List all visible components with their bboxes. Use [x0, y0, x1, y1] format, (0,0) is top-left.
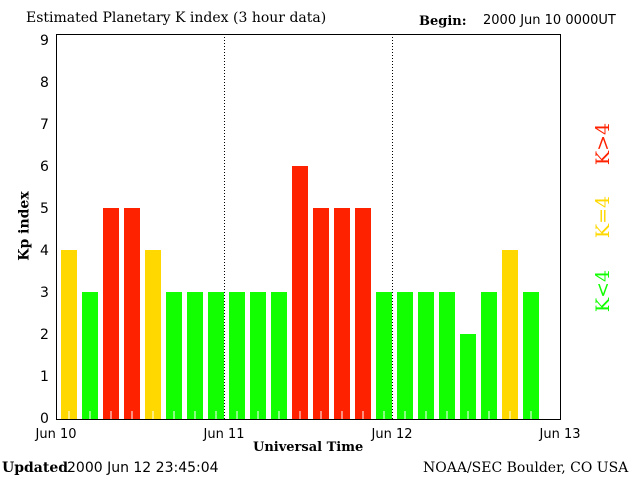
x-tick-label: Jun 11	[203, 427, 245, 442]
y-tick-label: 7	[40, 117, 49, 133]
y-tick-label: 9	[40, 33, 49, 49]
legend-mid: K=4	[592, 195, 615, 239]
bar	[82, 292, 98, 419]
y-axis-label: Kp index	[16, 191, 33, 261]
bar	[460, 334, 476, 419]
bar	[250, 292, 266, 419]
bar	[61, 250, 77, 419]
y-tick-label: 4	[40, 243, 49, 259]
legend-low: K<4	[592, 269, 615, 313]
bar	[187, 292, 203, 419]
x-tick-label: Jun 13	[539, 427, 581, 442]
x-tick-label: Jun 10	[35, 427, 77, 442]
bar	[313, 208, 329, 419]
bar	[418, 292, 434, 419]
bar	[145, 250, 161, 419]
bar	[292, 166, 308, 419]
updated-value: 2000 Jun 12 23:45:04	[67, 460, 219, 476]
y-tick-label: 8	[40, 75, 49, 91]
bar	[355, 208, 371, 419]
chart-title: Estimated Planetary K index (3 hour data…	[26, 10, 327, 26]
source-credit: NOAA/SEC Boulder, CO USA	[423, 460, 629, 476]
bar	[271, 292, 287, 419]
bar	[481, 292, 497, 419]
bar	[166, 292, 182, 419]
y-tick-label: 6	[40, 159, 49, 175]
begin-value: 2000 Jun 10 0000UT	[483, 13, 616, 28]
y-tick-label: 0	[40, 411, 49, 427]
bar	[334, 208, 350, 419]
x-tick-label: Jun 12	[371, 427, 413, 442]
bar	[397, 292, 413, 419]
y-tick-label: 3	[40, 285, 49, 301]
x-axis-label: Universal Time	[253, 440, 364, 455]
bar	[103, 208, 119, 419]
plot-frame	[56, 34, 561, 420]
begin-label: Begin:	[419, 14, 467, 29]
updated-label: Updated	[2, 460, 69, 476]
bar	[208, 292, 224, 419]
legend-high: K>4	[592, 122, 615, 166]
bar	[124, 208, 140, 419]
y-tick-label: 1	[40, 369, 49, 385]
bar	[502, 250, 518, 419]
bar	[376, 292, 392, 419]
bar	[523, 292, 539, 419]
y-tick-label: 2	[40, 327, 49, 343]
y-tick-label: 5	[40, 201, 49, 217]
bar	[229, 292, 245, 419]
bar	[439, 292, 455, 419]
